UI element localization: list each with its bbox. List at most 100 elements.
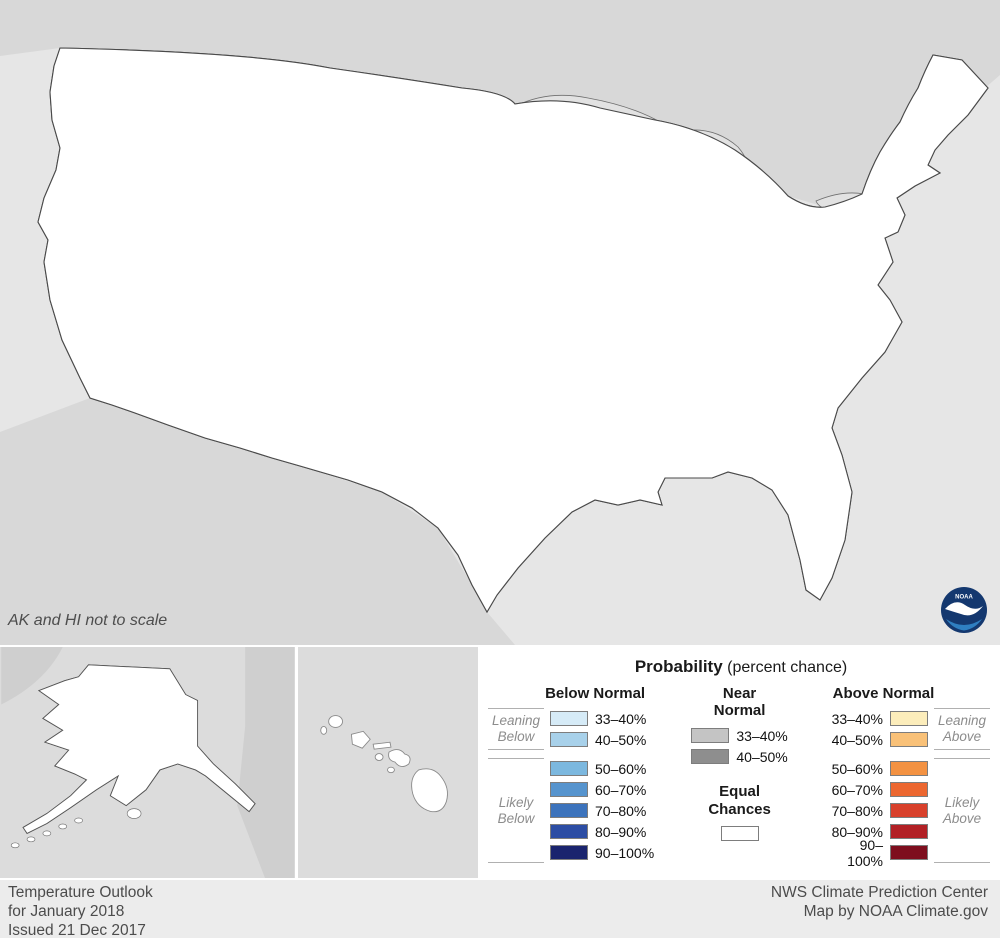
above-80-90-swatch xyxy=(889,824,928,839)
below-90-100-swatch xyxy=(550,845,588,860)
above-50-60-swatch xyxy=(889,761,928,776)
leaning-above-group: 33–40% 40–50% Leaning Above xyxy=(825,708,990,750)
above-60-70-label: 60–70% xyxy=(831,781,883,798)
alaska-inset-panel xyxy=(0,645,296,878)
island-niihau xyxy=(320,725,328,735)
near-40-50-swatch xyxy=(691,749,730,764)
hawaii-map-svg xyxy=(298,647,478,878)
near-40-50-label: 40–50% xyxy=(736,748,788,765)
near-33-40-label: 33–40% xyxy=(736,727,788,744)
legend-title: Probability (percent chance) xyxy=(482,657,1000,677)
legend-row-below-60-70: 60–70% xyxy=(550,779,654,800)
above-70-80-label: 70–80% xyxy=(831,802,883,819)
equal-chances-label: Equal Chances xyxy=(708,783,771,818)
island-hawaii xyxy=(411,768,448,813)
hawaii-inset-panel xyxy=(298,645,480,878)
below-33-40-label: 33–40% xyxy=(595,710,647,727)
island-kauai xyxy=(328,715,343,728)
leaning-below-label: Leaning Below xyxy=(488,708,544,750)
legend-row-above-60-70: 60–70% xyxy=(825,779,928,800)
canada-landmass xyxy=(0,0,1000,207)
legend-columns: Below Normal Leaning Below 33–40% 40–50%… xyxy=(482,677,1000,871)
legend-panel: Probability (percent chance) Below Norma… xyxy=(482,645,1000,878)
mexico-landmass xyxy=(0,398,515,645)
footer-credit-line1: NWS Climate Prediction Center xyxy=(770,884,988,901)
footer-credit-line2: Map by NOAA Climate.gov xyxy=(803,903,988,920)
alaska-map-svg xyxy=(1,647,295,878)
likely-below-label: Likely Below xyxy=(488,758,544,863)
below-50-60-label: 50–60% xyxy=(595,760,647,777)
below-80-90-label: 80–90% xyxy=(595,823,647,840)
above-33-40-label: 33–40% xyxy=(831,710,883,727)
equal-chances-swatch xyxy=(720,826,759,841)
near-normal-header: Near Normal xyxy=(713,685,766,719)
aleutian-islands xyxy=(10,808,142,849)
above-90-100-swatch xyxy=(889,845,928,860)
below-70-80-swatch xyxy=(550,803,588,818)
legend-row-below-70-80: 70–80% xyxy=(550,800,654,821)
above-33-40-swatch xyxy=(889,711,928,726)
legend-below-column: Below Normal Leaning Below 33–40% 40–50%… xyxy=(488,685,654,871)
noaa-logo-wave xyxy=(946,619,982,631)
island-oahu xyxy=(350,730,371,749)
legend-row-below-33-40: 33–40% xyxy=(550,708,646,729)
legend-row-below-40-50: 40–50% xyxy=(550,729,646,750)
conus-map-svg xyxy=(0,0,1000,645)
legend-near-column: Near Normal 33–40% 40–50% Equal Chances xyxy=(681,685,799,871)
above-50-60-label: 50–60% xyxy=(831,760,883,777)
legend-row-below-90-100: 90–100% xyxy=(550,842,654,863)
legend-row-above-40-50: 40–50% xyxy=(825,729,928,750)
legend-above-column: Above Normal 33–40% 40–50% Leaning Above… xyxy=(825,685,990,871)
legend-row-near-40-50: 40–50% xyxy=(691,746,788,767)
likely-above-label: Likely Above xyxy=(933,758,990,863)
above-60-70-swatch xyxy=(889,782,928,797)
below-60-70-label: 60–70% xyxy=(595,781,647,798)
footer-issued-date: Issued 21 Dec 2017 xyxy=(8,922,146,938)
below-60-70-swatch xyxy=(550,782,588,797)
footer: Temperature Outlook for January 2018 Iss… xyxy=(0,878,1000,938)
above-80-90-label: 80–90% xyxy=(831,823,883,840)
russia-landmass xyxy=(1,647,63,705)
legend-row-above-80-90: 80–90% xyxy=(825,821,928,842)
legend-title-rest: (percent chance) xyxy=(722,659,848,676)
legend-row-above-33-40: 33–40% xyxy=(825,708,928,729)
below-33-40-swatch xyxy=(550,711,588,726)
legend-row-near-33-40: 33–40% xyxy=(691,725,788,746)
below-70-80-label: 70–80% xyxy=(595,802,647,819)
above-40-50-label: 40–50% xyxy=(831,731,883,748)
below-40-50-swatch xyxy=(550,732,588,747)
legend-row-above-90-100: 90–100% xyxy=(825,837,928,869)
below-normal-header: Below Normal xyxy=(545,685,646,702)
noaa-logo-text: NOAA xyxy=(955,595,973,601)
leaning-below-group: Leaning Below 33–40% 40–50% xyxy=(488,708,654,750)
footer-title-line1: Temperature Outlook xyxy=(8,884,153,901)
legend-row-below-50-60: 50–60% xyxy=(550,758,654,779)
footer-title-block: Temperature Outlook for January 2018 Iss… xyxy=(8,883,153,938)
above-normal-header: Above Normal xyxy=(832,685,935,702)
legend-row-above-50-60: 50–60% xyxy=(825,758,928,779)
hawaiian-islands xyxy=(320,715,448,813)
likely-above-group: 50–60% 60–70% 70–80% 80–90% 90–100% Like… xyxy=(825,758,990,869)
hawaii-ocean-background xyxy=(298,647,478,878)
near-33-40-swatch xyxy=(691,728,730,743)
above-40-50-swatch xyxy=(889,732,928,747)
conus-map: AK and HI not to scale NOAA xyxy=(0,0,1000,645)
above-90-100-label: 90–100% xyxy=(847,836,883,869)
likely-below-group: Likely Below 50–60% 60–70% 70–80% 80–90%… xyxy=(488,758,654,863)
below-50-60-swatch xyxy=(550,761,588,776)
below-80-90-swatch xyxy=(550,824,588,839)
island-maui xyxy=(388,749,411,767)
island-kahoolawe xyxy=(387,766,395,774)
noaa-logo-svg: NOAA xyxy=(941,587,987,633)
legend-row-above-70-80: 70–80% xyxy=(825,800,928,821)
legend-title-bold: Probability xyxy=(634,657,723,676)
below-90-100-label: 90–100% xyxy=(595,844,655,861)
noaa-logo: NOAA xyxy=(940,586,988,634)
canada-landmass-ak xyxy=(237,647,295,878)
legend-row-below-80-90: 80–90% xyxy=(550,821,654,842)
island-molokai xyxy=(372,741,392,750)
above-70-80-swatch xyxy=(889,803,928,818)
footer-credit-block: NWS Climate Prediction Center Map by NOA… xyxy=(771,883,988,921)
scale-note: AK and HI not to scale xyxy=(8,612,168,629)
